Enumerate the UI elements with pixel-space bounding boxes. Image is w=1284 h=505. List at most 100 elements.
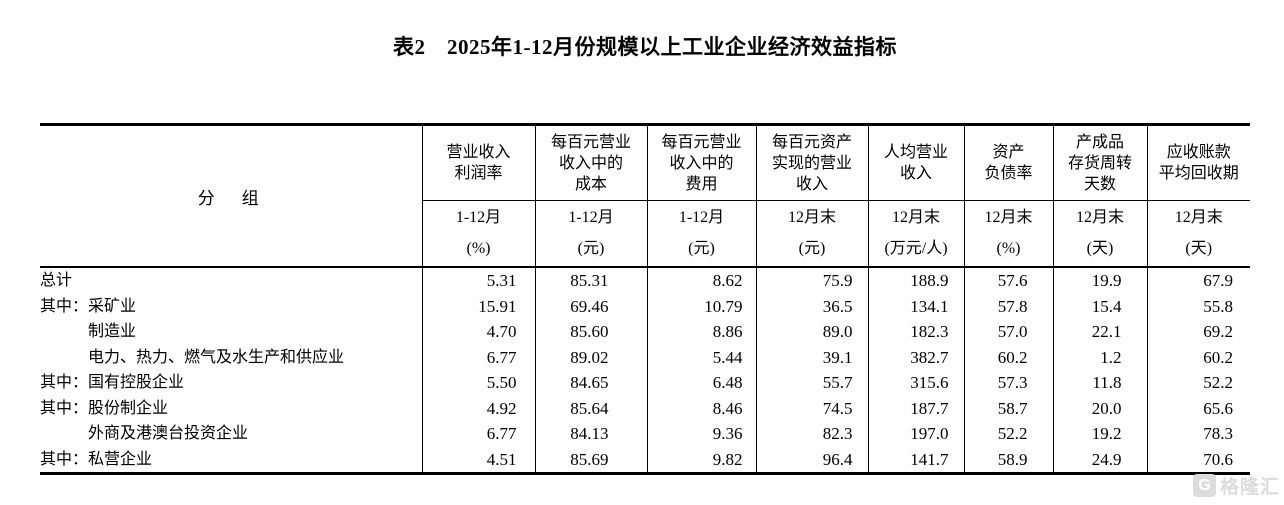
column-header: 每百元资产 实现的营业 收入 xyxy=(755,124,868,201)
column-unit: (元) xyxy=(798,240,826,257)
column-unit: (元) xyxy=(688,240,715,257)
value-cell: 57.6 xyxy=(963,267,1053,294)
value-cell: 10.79 xyxy=(646,293,756,319)
row-name: 国有控股企业 xyxy=(88,374,185,391)
value-cell: 89.02 xyxy=(534,344,647,370)
value-cell: 85.64 xyxy=(534,395,647,421)
column-period: 1-12月 xyxy=(678,209,725,226)
value-cell: 4.70 xyxy=(421,319,535,345)
column-period-unit: 12月末 (天) xyxy=(1052,200,1147,268)
table-row: 其中：采矿业 15.91 69.46 10.79 36.5 134.1 57.8 15.4 55… xyxy=(40,293,1250,319)
column-period-unit: 1-12月 (元) xyxy=(646,200,756,268)
watermark-text: 格隆汇 xyxy=(1219,477,1280,498)
row-label: 外商及港澳台投资企业 xyxy=(40,421,422,447)
column-unit: (天) xyxy=(1086,240,1114,257)
table-row: 电力、热力、燃气及水生产和供应业 6.77 89.02 5.44 39.1 382.7 60… xyxy=(40,344,1250,371)
value-cell: 85.60 xyxy=(534,319,647,345)
value-cell: 85.31 xyxy=(534,267,647,294)
value-cell: 1.2 xyxy=(1052,344,1147,370)
header-row-labels: 分 组 营业收入 利润率 每百元营业 收入中的 成本 每百元营业 收入中的 费用 每百… xyxy=(40,124,1250,268)
table-title: 表2 2025年1-12月份规模以上工业企业经济效益指标 xyxy=(393,35,897,59)
value-cell: 67.9 xyxy=(1146,267,1250,294)
row-label: 其中：股份制企业 xyxy=(40,396,422,422)
value-cell: 65.6 xyxy=(1146,395,1250,421)
value-cell: 382.7 xyxy=(867,344,964,370)
value-cell: 52.2 xyxy=(963,421,1053,447)
gelonghui-logo-icon: G xyxy=(1192,474,1216,497)
value-cell: 57.8 xyxy=(963,293,1053,319)
value-cell: 9.82 xyxy=(646,446,756,474)
table-header: 分 组 营业收入 利润率 每百元营业 收入中的 成本 每百元营业 收入中的 费用 每百… xyxy=(40,124,1250,268)
value-cell: 188.9 xyxy=(867,267,964,294)
column-period-unit: 12月末 (元) xyxy=(755,200,868,268)
value-cell: 9.36 xyxy=(646,421,756,447)
value-cell: 57.3 xyxy=(963,370,1053,396)
value-cell: 19.2 xyxy=(1052,421,1147,447)
value-cell: 15.91 xyxy=(421,293,535,319)
row-name: 采矿业 xyxy=(88,297,137,315)
table-row: 其中：国有控股企业 5.50 84.65 6.48 55.7 315.6 57.3 11.8 5… xyxy=(40,370,1250,396)
value-cell: 60.2 xyxy=(963,344,1053,370)
row-name: 股份制企业 xyxy=(88,399,169,417)
column-period-unit: 1-12月 (%) xyxy=(421,200,535,268)
header-row-units: 1-12月 (%) 1-12月 (元) 1-12月 (元) 12月末 (元) 12月末 (万元/人… xyxy=(40,200,1250,268)
value-cell: 134.1 xyxy=(867,293,964,319)
value-cell: 52.2 xyxy=(1146,370,1250,396)
value-cell: 6.77 xyxy=(421,421,535,447)
value-cell: 36.5 xyxy=(755,293,868,319)
column-unit: (天) xyxy=(1185,240,1213,257)
value-cell: 22.1 xyxy=(1052,319,1147,345)
column-header: 每百元营业 收入中的 费用 xyxy=(646,124,756,201)
value-cell: 96.4 xyxy=(755,446,868,474)
table-row: 其中：私营企业 4.51 85.69 9.82 96.4 141.7 58.9 24.9 70.… xyxy=(40,446,1250,474)
value-cell: 197.0 xyxy=(867,421,964,447)
row-label: 制造业 xyxy=(40,319,422,345)
row-name: 电力、热力、燃气及水生产和供应业 xyxy=(88,348,345,366)
column-unit: (元) xyxy=(577,240,605,257)
table-row: 外商及港澳台投资企业 6.77 84.13 9.36 82.3 197.0 52.2 19.2… xyxy=(40,421,1250,447)
value-cell: 15.4 xyxy=(1052,293,1147,319)
column-unit: (万元/人) xyxy=(884,240,948,257)
value-cell: 69.2 xyxy=(1146,319,1250,345)
column-header: 资产 负债率 xyxy=(963,124,1053,201)
indicators-table: 分 组 营业收入 利润率 每百元营业 收入中的 成本 每百元营业 收入中的 费用 每百… xyxy=(40,123,1250,475)
value-cell: 182.3 xyxy=(867,319,964,345)
column-period-unit: 1-12月 (元) xyxy=(534,200,647,268)
value-cell: 5.31 xyxy=(421,267,535,294)
row-label: 电力、热力、燃气及水生产和供应业 xyxy=(40,345,422,371)
table-row: 制造业 4.70 85.60 8.86 89.0 182.3 57.0 22.1 69.2 xyxy=(40,319,1250,345)
row-name: 外商及港澳台投资企业 xyxy=(88,425,249,442)
value-cell: 58.7 xyxy=(963,395,1053,421)
column-period-unit: 12月末 (天) xyxy=(1146,200,1250,268)
column-unit: (%) xyxy=(996,240,1021,257)
column-period-unit: 12月末 (%) xyxy=(963,200,1053,268)
value-cell: 82.3 xyxy=(755,421,868,447)
value-cell: 6.48 xyxy=(646,370,756,396)
value-cell: 11.8 xyxy=(1052,370,1147,396)
row-name: 制造业 xyxy=(88,323,137,340)
row-label: 其中：国有控股企业 xyxy=(40,370,422,396)
column-period: 1-12月 xyxy=(568,209,614,226)
value-cell: 8.86 xyxy=(646,319,756,345)
value-cell: 55.7 xyxy=(755,370,868,396)
column-period: 12月末 xyxy=(1174,209,1223,226)
value-cell: 4.51 xyxy=(421,446,535,474)
value-cell: 20.0 xyxy=(1052,395,1147,421)
table-body: 总计 5.31 85.31 8.62 75.9 188.9 57.6 19.9 67.9 其中：采… xyxy=(40,267,1250,474)
value-cell: 5.44 xyxy=(646,344,756,370)
row-label: 其中：私营企业 xyxy=(40,447,422,474)
value-cell: 74.5 xyxy=(755,395,868,421)
column-header: 人均营业 收入 xyxy=(867,124,964,201)
value-cell: 58.9 xyxy=(963,446,1053,474)
value-cell: 4.92 xyxy=(421,395,535,421)
value-cell: 187.7 xyxy=(867,395,964,421)
column-header: 每百元营业 收入中的 成本 xyxy=(534,124,647,201)
value-cell: 78.3 xyxy=(1146,421,1250,447)
value-cell: 55.8 xyxy=(1146,293,1250,319)
row-prefix: 其中： xyxy=(40,374,89,391)
table-row: 其中：股份制企业 4.92 85.64 8.46 74.5 187.7 58.7 20.0 65… xyxy=(40,395,1250,422)
column-period: 12月末 xyxy=(984,209,1033,226)
value-cell: 84.65 xyxy=(534,370,647,396)
row-name: 总计 xyxy=(40,272,73,289)
